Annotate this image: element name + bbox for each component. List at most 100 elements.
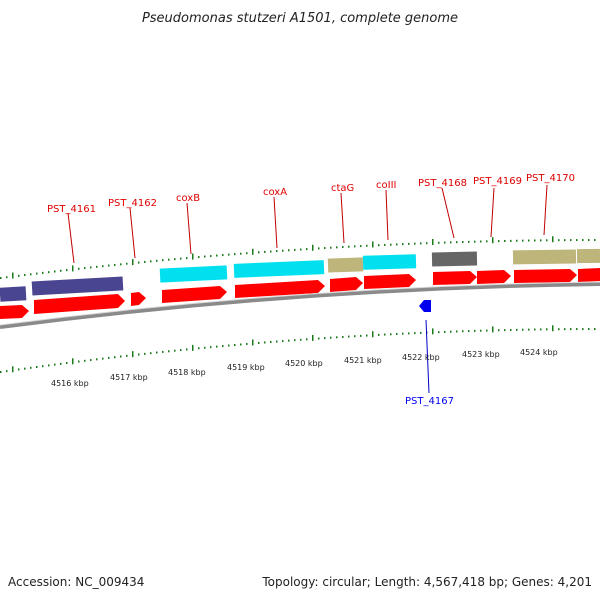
upper-tick xyxy=(186,257,188,260)
lower-tick xyxy=(174,349,176,352)
gene-label-pst4167[interactable]: PST_4167 xyxy=(405,396,454,407)
gene-label-ctaG[interactable]: ctaG xyxy=(331,183,354,194)
upper-tick xyxy=(378,244,380,247)
gene-label-pst4161[interactable]: PST_4161 xyxy=(47,204,96,215)
label-leader-pst4169 xyxy=(490,187,495,238)
upper-tick xyxy=(444,241,446,244)
lower-tick xyxy=(186,348,188,351)
lower-tick xyxy=(36,365,38,368)
upper-tick xyxy=(516,239,518,242)
lower-tick xyxy=(168,350,170,353)
lower-tick xyxy=(576,328,578,331)
accession-text: Accession: NC_009434 xyxy=(8,575,144,589)
lower-tick xyxy=(570,328,572,331)
scale-label: 4516 kbp xyxy=(51,379,89,388)
feature-bar-olive-4170a[interactable] xyxy=(512,249,577,265)
lower-tick xyxy=(150,352,152,355)
upper-tick xyxy=(216,254,218,257)
upper-tick xyxy=(354,245,356,248)
cds-arrow-pst4171[interactable] xyxy=(578,268,600,282)
upper-tick xyxy=(486,240,488,243)
upper-tick xyxy=(432,238,434,245)
feature-bar-olive-4170b[interactable] xyxy=(576,248,600,264)
lower-tick xyxy=(84,359,86,362)
lower-tick xyxy=(294,339,296,342)
lower-tick xyxy=(144,352,146,355)
cds-arrow-pst4170[interactable] xyxy=(514,269,577,283)
lower-tick xyxy=(54,363,56,366)
upper-tick xyxy=(420,242,422,245)
cds-arrow-pst4169[interactable] xyxy=(477,270,511,284)
cds-arrow-coxA[interactable] xyxy=(235,280,325,298)
feature-bar-purple-2[interactable] xyxy=(31,276,124,296)
feature-bar-gray-4168[interactable] xyxy=(431,251,478,267)
lower-tick xyxy=(180,349,182,352)
upper-tick xyxy=(414,242,416,245)
upper-tick xyxy=(372,241,374,248)
cds-arrow-ctaG[interactable] xyxy=(330,277,363,292)
upper-tick xyxy=(36,272,38,275)
upper-tick xyxy=(102,265,104,268)
cds-arrow-pst4161[interactable] xyxy=(34,294,125,314)
lower-tick xyxy=(102,357,104,360)
upper-tick xyxy=(348,245,350,248)
scale-label: 4523 kbp xyxy=(462,350,500,359)
upper-tick xyxy=(204,255,206,258)
upper-tick xyxy=(6,276,8,279)
lower-tick xyxy=(558,328,560,331)
gene-label-coxB[interactable]: coxB xyxy=(176,193,200,204)
lower-tick xyxy=(414,332,416,335)
gene-label-pst4170[interactable]: PST_4170 xyxy=(526,173,575,184)
scale-label: 4522 kbp xyxy=(402,353,440,362)
feature-bar-cyan-coIII[interactable] xyxy=(362,254,417,270)
gene-label-pst4169[interactable]: PST_4169 xyxy=(473,176,522,187)
cds-arrow-pst4160[interactable] xyxy=(0,305,29,319)
cds-arrow-coxB[interactable] xyxy=(162,286,227,303)
upper-tick xyxy=(30,273,32,276)
scale-label: 4521 kbp xyxy=(344,356,382,365)
lower-tick xyxy=(408,332,410,335)
genome-backbone-highlight xyxy=(0,281,600,326)
gene-label-pst4168[interactable]: PST_4168 xyxy=(418,178,467,189)
lower-tick xyxy=(390,333,392,336)
upper-tick xyxy=(210,255,212,258)
lower-tick xyxy=(96,358,98,361)
feature-bar-cyan-coxB[interactable] xyxy=(159,265,228,283)
feature-bar-olive-ctaG[interactable] xyxy=(327,257,364,273)
topology-text: Topology: circular; Length: 4,567,418 bp… xyxy=(261,575,592,589)
lower-tick xyxy=(582,328,584,331)
scale-label: 4518 kbp xyxy=(168,368,206,377)
upper-tick xyxy=(222,254,224,257)
upper-tick xyxy=(360,245,362,248)
upper-tick xyxy=(12,272,14,279)
cds-arrow-pst4162[interactable] xyxy=(131,292,146,306)
lower-tick xyxy=(450,330,452,333)
cds-arrow-coIII[interactable] xyxy=(364,274,416,289)
lower-tick xyxy=(0,371,2,373)
upper-tick xyxy=(594,239,596,242)
gene-label-coIII[interactable]: coIII xyxy=(376,180,396,191)
scale-labels: 4516 kbp 4517 kbp 4518 kbp 4519 kbp 4520… xyxy=(51,348,558,388)
gene-label-pst4162[interactable]: PST_4162 xyxy=(108,198,157,209)
lower-tick xyxy=(372,331,374,338)
lower-tick xyxy=(228,344,230,347)
lower-tick xyxy=(204,346,206,349)
lower-tick xyxy=(360,334,362,337)
upper-tick xyxy=(162,259,164,262)
upper-tick xyxy=(300,248,302,251)
feature-bar-purple-1[interactable] xyxy=(0,286,27,302)
lower-tick xyxy=(300,338,302,341)
gene-label-coxA[interactable]: coxA xyxy=(263,187,287,198)
upper-tick xyxy=(396,243,398,246)
lower-tick xyxy=(552,325,554,332)
feature-bar-cyan-coxA[interactable] xyxy=(233,260,325,278)
lower-tick xyxy=(24,367,26,370)
upper-tick xyxy=(366,244,368,247)
label-leader-pst4162 xyxy=(129,207,136,259)
cds-arrow-pst4167[interactable] xyxy=(419,300,431,312)
lower-tick xyxy=(198,347,200,350)
cds-arrow-pst4168[interactable] xyxy=(433,271,477,285)
scale-label: 4520 kbp xyxy=(285,359,323,368)
lower-tick xyxy=(12,366,14,373)
